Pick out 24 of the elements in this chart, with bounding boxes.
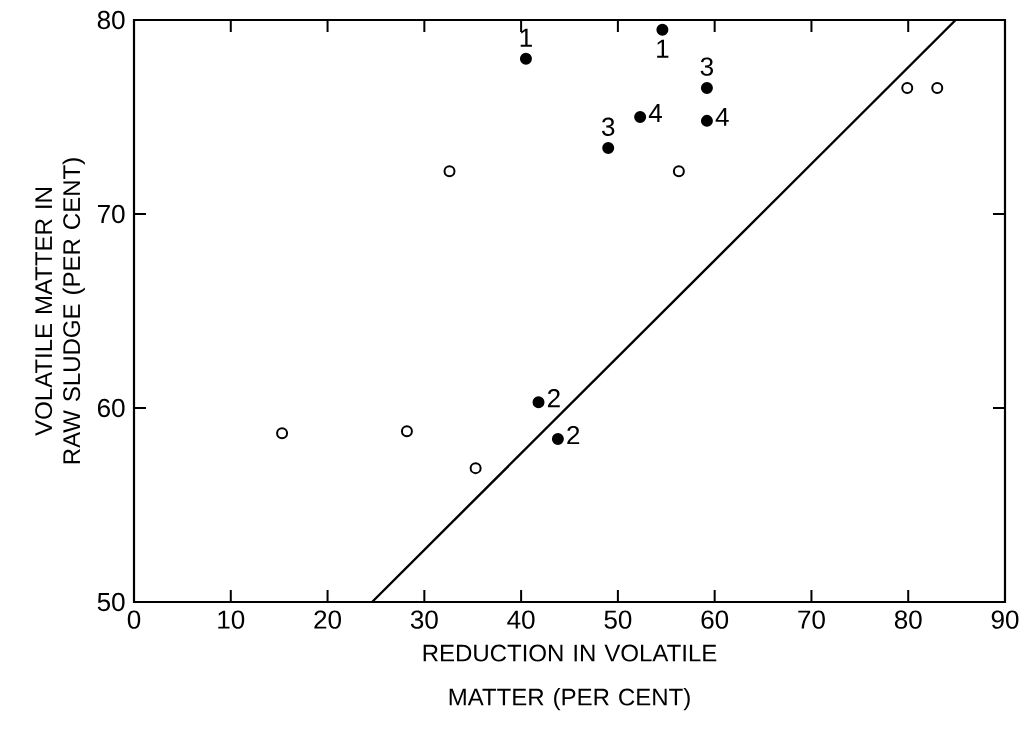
x-tick-label: 80 bbox=[894, 610, 922, 629]
x-tick-label: 10 bbox=[218, 610, 245, 629]
x-axis-title: REDUCTION IN VOLATILE MATTER (PER CENT) bbox=[423, 644, 717, 711]
x-tick-label: 20 bbox=[314, 610, 341, 629]
annotation: 2 bbox=[567, 425, 580, 445]
x-tick-label: 40 bbox=[507, 610, 535, 629]
annotation: 4 bbox=[715, 107, 729, 126]
x-tick-label: 0 bbox=[127, 610, 141, 629]
y-tick-label: 60 bbox=[97, 398, 125, 418]
x-tick-label: 70 bbox=[798, 610, 825, 629]
annotation: 3 bbox=[601, 117, 615, 136]
y-tick-label: 50 bbox=[97, 592, 125, 612]
x-tick-label: 30 bbox=[410, 610, 438, 629]
x-tick-label: 60 bbox=[701, 610, 729, 629]
annotation: 1 bbox=[520, 28, 532, 47]
x-tick-label: 50 bbox=[604, 610, 632, 629]
x-tick-label: 90 bbox=[991, 610, 1019, 629]
y-axis-title: VOLATILE MATTER IN RAW SLUDGE (PER CENT) bbox=[35, 158, 85, 464]
annotation: 2 bbox=[547, 389, 560, 408]
annotation: 3 bbox=[700, 57, 714, 76]
annotation: 1 bbox=[657, 39, 669, 58]
y-tick-label: 80 bbox=[97, 10, 125, 30]
y-tick-label: 70 bbox=[97, 204, 125, 224]
annotation: 4 bbox=[648, 104, 662, 122]
